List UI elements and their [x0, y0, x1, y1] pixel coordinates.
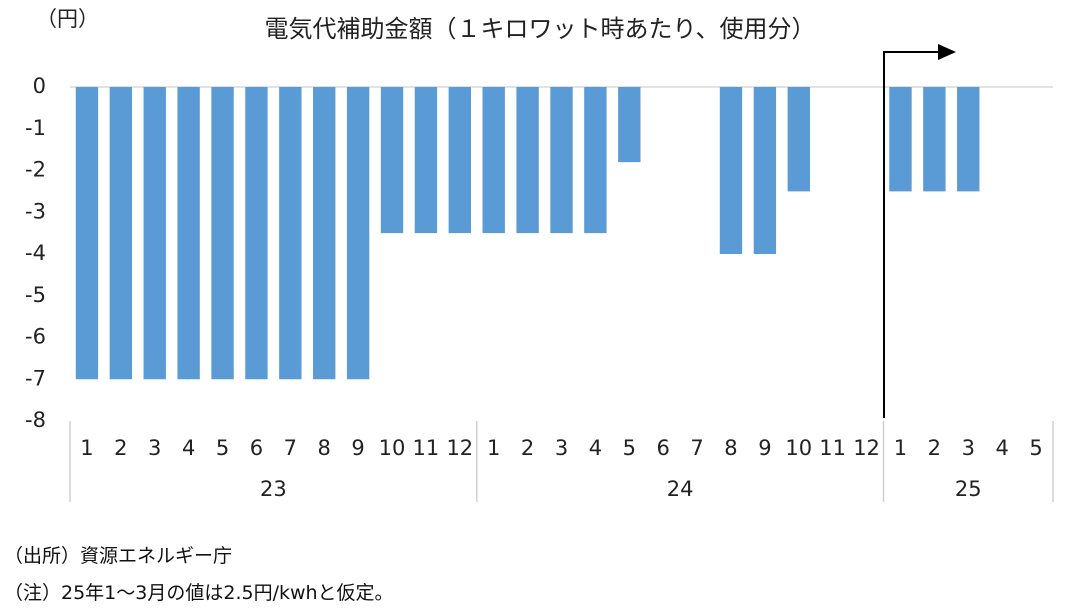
x-tick-label: 3 [962, 436, 975, 460]
bar [109, 87, 133, 380]
bar [719, 87, 743, 254]
x-tick-label: 12 [446, 436, 473, 460]
group-label: 23 [260, 477, 287, 501]
y-tick-label: -3 [25, 199, 46, 223]
bar [753, 87, 777, 254]
arrow-head [938, 44, 956, 60]
bar [177, 87, 200, 380]
bar [346, 87, 370, 380]
group-label: 25 [955, 477, 982, 501]
y-tick-label: -4 [25, 241, 46, 265]
x-tick-label: 4 [589, 436, 602, 460]
x-tick-label: 1 [487, 436, 500, 460]
x-tick-label: 2 [521, 436, 534, 460]
footnote: （注）25年1～3月の値は2.5円/kwhと仮定。 [4, 582, 394, 604]
x-tick-label: 9 [758, 436, 771, 460]
x-tick-label: 5 [1029, 436, 1042, 460]
chart-title: 電気代補助金額（１キロワット時あたり、使用分） [264, 15, 815, 43]
bar [279, 87, 302, 380]
bar [889, 87, 912, 192]
source-note: （出所）資源エネルギー庁 [4, 545, 233, 567]
x-tick-label: 10 [379, 436, 406, 460]
x-tick-label: 6 [250, 436, 263, 460]
y-tick-label: -6 [25, 325, 46, 349]
x-tick-label: 3 [148, 436, 161, 460]
x-tick-label: 1 [894, 436, 907, 460]
bar [618, 87, 641, 163]
x-tick-label: 4 [995, 436, 1008, 460]
bar [787, 87, 810, 192]
bar [245, 87, 268, 380]
x-tick-label: 5 [623, 436, 636, 460]
x-tick-label: 5 [216, 436, 229, 460]
bar [923, 87, 946, 192]
bar [448, 87, 471, 234]
x-tick-label: 8 [724, 436, 737, 460]
y-unit: （円） [36, 7, 99, 31]
group-label: 24 [667, 477, 694, 501]
x-tick-label: 7 [690, 436, 703, 460]
x-tick-label: 11 [413, 436, 440, 460]
bar [550, 87, 573, 234]
x-tick-label: 3 [555, 436, 568, 460]
bar [143, 87, 166, 380]
arrow-line [883, 51, 940, 418]
x-tick-label: 2 [114, 436, 127, 460]
bar [313, 87, 336, 380]
y-tick-label: -1 [25, 116, 46, 140]
bar [75, 87, 99, 380]
x-tick-label: 4 [182, 436, 195, 460]
y-tick-label: -8 [25, 408, 46, 432]
bar [380, 87, 404, 234]
bar [482, 87, 505, 234]
chart: 電気代補助金額（１キロワット時あたり、使用分） （円） 0 -1 -2 -3 -4 -5 -… [25, 7, 1054, 502]
bar [414, 87, 438, 234]
bar [516, 87, 539, 234]
x-tick-label: 12 [853, 436, 880, 460]
x-tick-label: 7 [284, 436, 297, 460]
bar [211, 87, 234, 380]
period-arrow [883, 44, 956, 418]
y-tick-label: -2 [25, 158, 46, 182]
y-tick-label: -7 [25, 366, 46, 390]
x-tick-label: 11 [819, 436, 846, 460]
x-tick-label: 1 [80, 436, 93, 460]
y-tick-label: 0 [33, 74, 46, 98]
x-tick-label: 2 [928, 436, 941, 460]
x-tick-label: 6 [657, 436, 670, 460]
x-tick-label: 9 [351, 436, 364, 460]
y-tick-label: -5 [25, 283, 46, 307]
bar [584, 87, 607, 234]
bar [957, 87, 980, 192]
x-tick-label: 10 [785, 436, 812, 460]
x-tick-label: 8 [318, 436, 331, 460]
